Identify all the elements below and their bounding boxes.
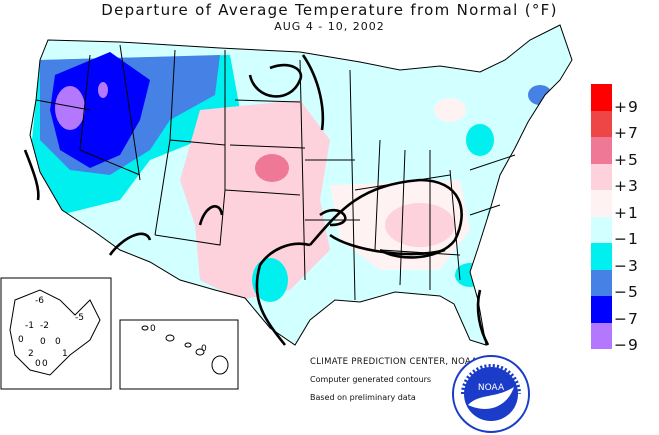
legend-row: +7 [591,110,656,142]
hawaii-islands [141,325,229,375]
alaska-label-1: -6 [35,296,44,306]
temperature-legend: +9 +7 +5 +3 +1 −1 −3 −5 −7 −9 [591,84,656,354]
legend-label: −9 [614,336,639,354]
legend-swatch [591,84,612,111]
hawaii-label-2: 0 [201,344,207,354]
state-boundaries [29,24,573,346]
legend-label: −1 [614,230,639,248]
alaska-label-4: -2 [40,321,49,331]
alaska-label-3: -1 [25,321,34,331]
noaa-logo: NOAA [452,355,530,433]
legend-row: +3 [591,163,656,195]
legend-label: +7 [614,124,639,142]
legend-label: −5 [614,283,639,301]
legend-row: −1 [591,216,656,248]
alaska-label-11: 0 [42,359,48,369]
legend-row: −7 [591,296,656,328]
legend-row: −3 [591,243,656,275]
legend-label: +1 [614,203,639,222]
legend-swatch [591,322,612,349]
legend-label: +3 [614,177,639,195]
alaska-outline [9,289,101,376]
alaska-label-2: -5 [75,313,84,323]
legend-row: +5 [591,137,656,169]
map-date-range: AUG 4 - 10, 2002 [274,20,385,33]
alaska-label-6: 0 [40,337,46,347]
alaska-label-8: 2 [28,349,34,359]
map-title: Departure of Average Temperature from No… [101,1,558,19]
credit-line-2: Based on preliminary data [310,393,416,402]
credit-center: CLIMATE PREDICTION CENTER, NOAA [310,357,478,367]
contour-lines [23,54,490,346]
legend-swatch [591,216,612,243]
alaska-label-9: 0 [35,359,41,369]
legend-label: +9 [614,97,639,116]
hawaii-label-1: 0 [150,324,156,334]
legend-label: −7 [614,309,639,328]
legend-label: −3 [614,256,639,275]
legend-label: +5 [614,150,639,169]
noaa-logo-text: NOAA [478,383,505,393]
alaska-inset [0,277,112,390]
legend-row: −9 [591,322,656,354]
legend-swatch [591,110,612,137]
legend-swatch [591,296,612,323]
alaska-label-5: 0 [18,335,24,345]
legend-row: +9 [591,84,656,116]
legend-swatch [591,269,612,296]
legend-row: +1 [591,190,656,222]
alaska-label-7: 0 [55,337,61,347]
legend-swatch [591,243,612,270]
legend-swatch [591,163,612,190]
legend-swatch [591,137,612,164]
credit-line-1: Computer generated contours [310,375,432,384]
hawaii-inset [119,319,239,390]
legend-swatch [591,190,612,217]
legend-row: −5 [591,269,656,301]
alaska-label-10: 1 [62,349,68,359]
